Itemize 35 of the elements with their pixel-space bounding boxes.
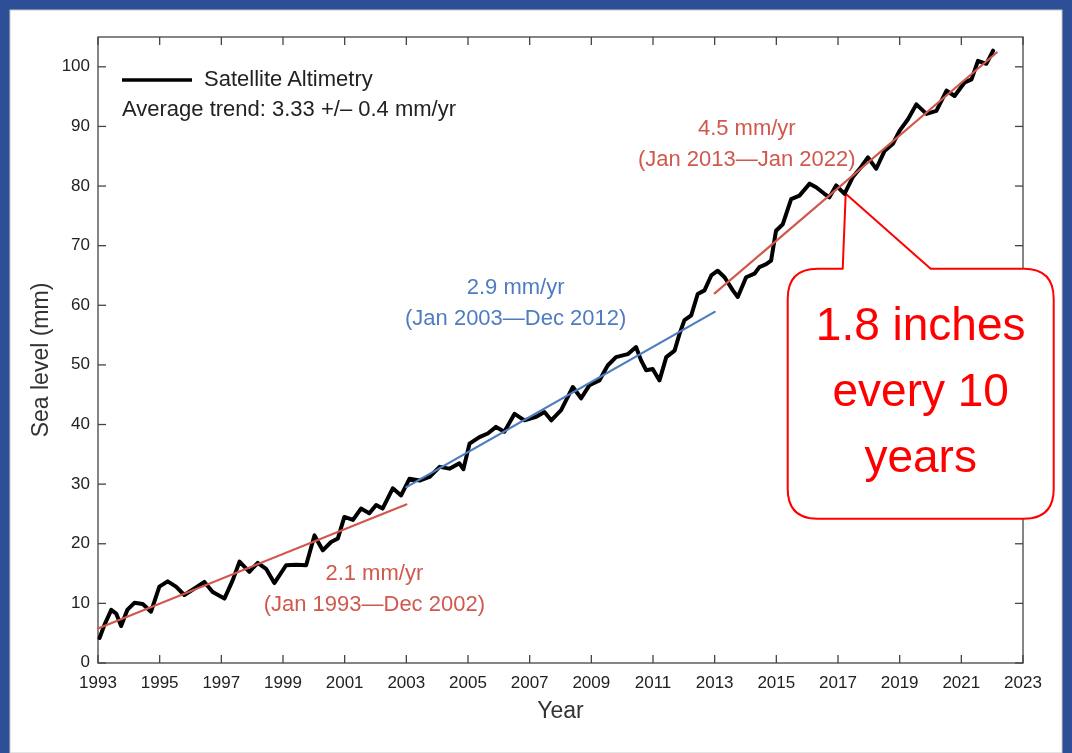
y-axis-title: Sea level (mm) xyxy=(27,282,54,438)
y-tick-label: 30 xyxy=(71,473,90,493)
x-tick-label: 2001 xyxy=(325,673,364,692)
x-tick-label: 1993 xyxy=(79,673,117,692)
y-tick-label: 10 xyxy=(71,592,90,612)
series-label: 2.9 mm/yr (Jan 2003—Dec 2012) xyxy=(404,273,627,330)
x-tick-label: 2007 xyxy=(510,673,549,692)
x-tick-label: 2021 xyxy=(942,673,981,692)
x-axis-title: Year xyxy=(537,697,585,723)
x-tick-label: 2023 xyxy=(1004,673,1042,692)
y-tick-label: 50 xyxy=(71,354,90,374)
x-tick-label: 2017 xyxy=(819,673,857,692)
x-tick-label: 2005 xyxy=(449,673,487,692)
y-tick-label: 70 xyxy=(71,235,90,255)
annotation: 1.8 inches every 10 years xyxy=(815,297,1026,482)
annotation: Average trend: 3.33 +/– 0.4 mm/yr xyxy=(122,95,457,121)
y-tick-label: 80 xyxy=(71,175,90,195)
x-tick-label: 2009 xyxy=(572,673,611,692)
y-tick-label: 90 xyxy=(71,115,90,135)
x-tick-label: 2013 xyxy=(695,673,734,692)
x-tick-label: 2011 xyxy=(634,673,672,692)
series-label: 4.5 mm/yr (Jan 2013—Jan 2022) xyxy=(637,114,856,171)
y-tick-label: 20 xyxy=(71,533,90,553)
x-tick-label: 2019 xyxy=(880,673,919,692)
y-tick-label: 0 xyxy=(80,652,90,672)
x-tick-label: 1999 xyxy=(264,673,302,692)
y-tick-label: 40 xyxy=(71,414,90,434)
y-tick-label: 60 xyxy=(71,294,90,314)
x-tick-label: 1995 xyxy=(140,673,179,692)
legend-label: Satellite Altimetry xyxy=(204,65,373,91)
x-tick-label: 2003 xyxy=(387,673,426,692)
x-tick-label: 2015 xyxy=(757,673,796,692)
series-label: 2.1 mm/yr (Jan 1993—Dec 2002) xyxy=(263,560,486,617)
y-tick-label: 100 xyxy=(61,56,90,76)
x-tick-label: 1997 xyxy=(202,673,241,692)
